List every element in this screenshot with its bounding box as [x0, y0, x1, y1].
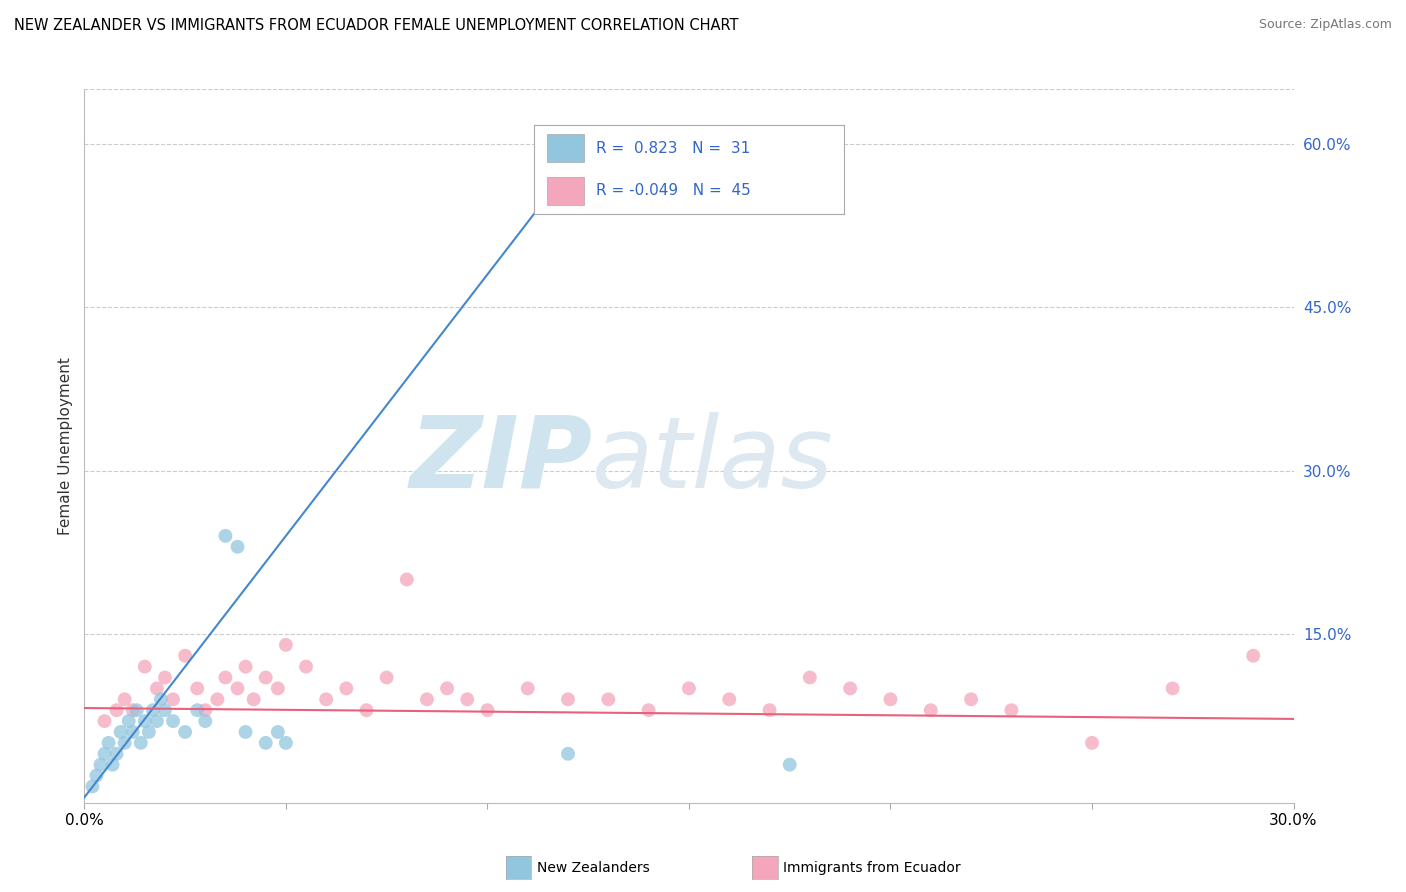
Point — [516, 681, 538, 696]
Point — [105, 703, 128, 717]
Point — [254, 671, 277, 685]
Text: Immigrants from Ecuador: Immigrants from Ecuador — [783, 861, 960, 875]
Point — [254, 736, 277, 750]
Point — [82, 780, 104, 794]
Point — [142, 703, 165, 717]
Text: atlas: atlas — [592, 412, 834, 508]
Point — [207, 692, 229, 706]
Point — [315, 692, 337, 706]
Point — [718, 692, 741, 706]
Point — [226, 681, 249, 696]
Point — [110, 725, 132, 739]
Point — [174, 648, 197, 663]
Point — [174, 725, 197, 739]
Point — [395, 573, 418, 587]
Point — [118, 714, 141, 728]
Point — [214, 529, 236, 543]
Point — [186, 681, 208, 696]
Point — [121, 703, 143, 717]
Point — [194, 714, 217, 728]
Point — [146, 681, 169, 696]
Point — [242, 692, 264, 706]
Point — [1000, 703, 1022, 717]
Point — [121, 725, 143, 739]
Point — [162, 692, 184, 706]
Point — [138, 725, 160, 739]
Point — [93, 747, 115, 761]
FancyBboxPatch shape — [547, 134, 583, 162]
Point — [598, 692, 620, 706]
Point — [101, 757, 124, 772]
Point — [274, 638, 297, 652]
Point — [186, 703, 208, 717]
Point — [89, 757, 111, 772]
Point — [105, 747, 128, 761]
Point — [436, 681, 458, 696]
Point — [758, 703, 780, 717]
Point — [93, 714, 115, 728]
Point — [779, 757, 801, 772]
Point — [162, 714, 184, 728]
Point — [149, 692, 172, 706]
Point — [477, 703, 499, 717]
Point — [235, 659, 257, 673]
Point — [214, 671, 236, 685]
Point — [267, 681, 290, 696]
Point — [134, 714, 156, 728]
Point — [153, 671, 176, 685]
Point — [335, 681, 357, 696]
Point — [226, 540, 249, 554]
Point — [114, 736, 136, 750]
Point — [194, 703, 217, 717]
Point — [274, 736, 297, 750]
Point — [557, 747, 579, 761]
Point — [416, 692, 439, 706]
Point — [356, 703, 378, 717]
Point — [134, 659, 156, 673]
Point — [557, 692, 579, 706]
Point — [129, 736, 152, 750]
Text: R = -0.049   N =  45: R = -0.049 N = 45 — [596, 184, 751, 198]
Y-axis label: Female Unemployment: Female Unemployment — [58, 357, 73, 535]
Point — [799, 671, 821, 685]
Point — [125, 703, 148, 717]
Point — [637, 703, 659, 717]
Text: Source: ZipAtlas.com: Source: ZipAtlas.com — [1258, 18, 1392, 31]
Point — [678, 681, 700, 696]
Point — [960, 692, 983, 706]
FancyBboxPatch shape — [547, 177, 583, 205]
Point — [1161, 681, 1184, 696]
Point — [879, 692, 901, 706]
Point — [375, 671, 398, 685]
Point — [1081, 736, 1104, 750]
Point — [456, 692, 478, 706]
Text: New Zealanders: New Zealanders — [537, 861, 650, 875]
Text: ZIP: ZIP — [409, 412, 592, 508]
Point — [235, 725, 257, 739]
Point — [86, 768, 108, 782]
Point — [153, 703, 176, 717]
Text: NEW ZEALANDER VS IMMIGRANTS FROM ECUADOR FEMALE UNEMPLOYMENT CORRELATION CHART: NEW ZEALANDER VS IMMIGRANTS FROM ECUADOR… — [14, 18, 738, 33]
Point — [1241, 648, 1264, 663]
Point — [114, 692, 136, 706]
Point — [839, 681, 862, 696]
Point — [267, 725, 290, 739]
Point — [146, 714, 169, 728]
Point — [97, 736, 120, 750]
Point — [295, 659, 318, 673]
Text: R =  0.823   N =  31: R = 0.823 N = 31 — [596, 141, 751, 155]
Point — [920, 703, 942, 717]
